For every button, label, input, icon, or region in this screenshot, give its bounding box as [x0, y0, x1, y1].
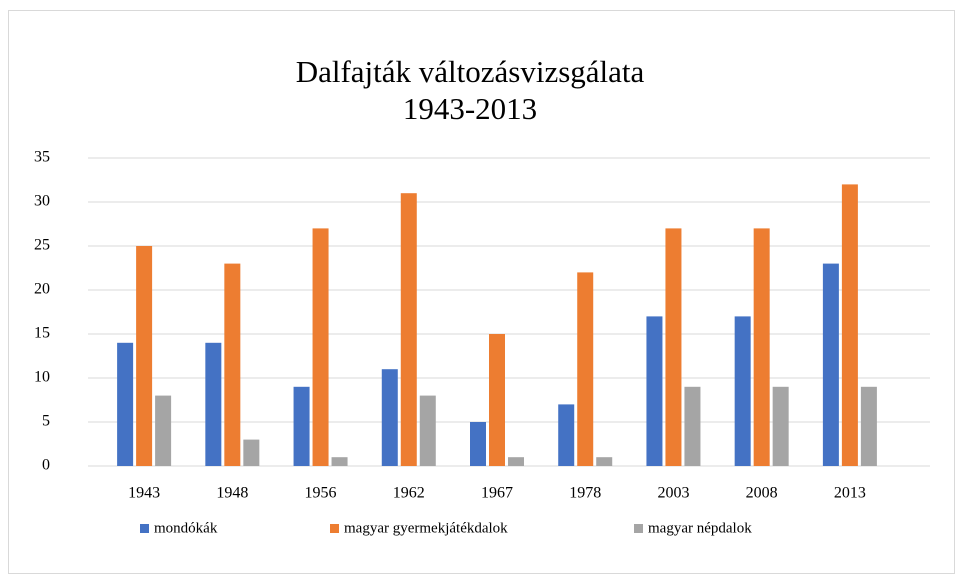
y-tick-label: 5 [42, 413, 50, 430]
bar [293, 386, 310, 466]
bar [646, 316, 663, 466]
x-tick-label: 1962 [393, 485, 425, 502]
y-tick-label: 10 [34, 369, 50, 386]
bar [577, 272, 594, 466]
bar [312, 228, 329, 466]
bar [419, 395, 436, 466]
y-tick-label: 0 [42, 457, 50, 474]
legend-swatch [330, 524, 339, 533]
bar [734, 316, 751, 466]
bar [841, 184, 858, 466]
bar [772, 386, 789, 466]
y-tick-label: 30 [34, 193, 50, 210]
x-tick-label: 1956 [305, 485, 337, 502]
bar [596, 457, 613, 466]
bar [381, 369, 398, 466]
y-tick-label: 25 [34, 237, 50, 254]
y-tick-label: 20 [34, 281, 50, 298]
legend-label: magyar gyermekjátékdalok [344, 520, 508, 536]
legend-swatch [140, 524, 149, 533]
chart-title: 1943-2013 [403, 91, 537, 126]
bar [684, 386, 701, 466]
legend-swatch [634, 524, 643, 533]
bar [860, 386, 877, 466]
y-tick-label: 15 [34, 325, 50, 342]
bar [136, 246, 153, 466]
x-tick-label: 1943 [128, 485, 160, 502]
chart-title: Dalfajták változásvizsgálata [296, 54, 645, 89]
bar [205, 342, 222, 466]
x-tick-label: 2008 [746, 485, 778, 502]
x-tick-label: 2013 [834, 485, 866, 502]
bar [822, 263, 839, 466]
bar [470, 422, 486, 466]
bar [753, 228, 770, 466]
bar [665, 228, 682, 466]
legend-label: magyar népdalok [648, 520, 752, 536]
bar [400, 193, 417, 466]
bar [155, 395, 172, 466]
bar [489, 334, 505, 466]
x-tick-label: 1967 [481, 485, 513, 502]
bar [243, 439, 260, 466]
bar [224, 263, 241, 466]
legend-label: mondókák [154, 520, 218, 536]
x-tick-label: 1978 [569, 485, 601, 502]
bar [508, 457, 524, 466]
bar [117, 342, 134, 466]
bar [558, 404, 575, 466]
x-tick-label: 1948 [216, 485, 248, 502]
x-tick-label: 2003 [657, 485, 689, 502]
chart-border [8, 10, 955, 574]
y-tick-label: 35 [34, 149, 50, 166]
bar [331, 457, 348, 466]
